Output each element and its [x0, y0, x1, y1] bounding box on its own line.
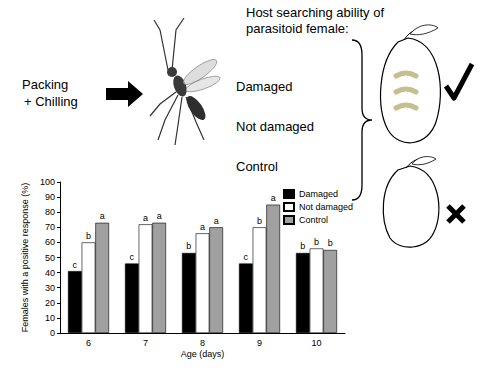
svg-text:b: b: [314, 237, 319, 247]
svg-text:parasitoid female:: parasitoid female:: [246, 21, 349, 36]
svg-text:a: a: [157, 211, 162, 221]
svg-text:c: c: [73, 260, 78, 270]
svg-text:Not damaged: Not damaged: [299, 202, 353, 212]
svg-text:0: 0: [50, 328, 55, 338]
svg-text:Host searching ability of: Host searching ability of: [246, 5, 384, 20]
svg-text:Damaged: Damaged: [299, 189, 338, 199]
svg-text:Age (days): Age (days): [181, 349, 225, 359]
svg-text:Not damaged: Not damaged: [236, 119, 314, 134]
svg-text:b: b: [257, 216, 262, 226]
svg-text:Control: Control: [236, 159, 278, 174]
svg-text:b: b: [300, 241, 305, 251]
svg-text:a: a: [100, 211, 105, 221]
svg-text:Packing: Packing: [22, 77, 68, 92]
svg-text:Control: Control: [299, 215, 328, 225]
svg-text:a: a: [271, 193, 276, 203]
svg-text:40: 40: [45, 268, 55, 278]
svg-text:70: 70: [45, 222, 55, 232]
svg-text:a: a: [143, 213, 148, 223]
svg-text:50: 50: [45, 253, 55, 263]
svg-text:60: 60: [45, 237, 55, 247]
svg-text:Damaged: Damaged: [236, 79, 292, 94]
svg-text:c: c: [244, 252, 249, 262]
svg-text:c: c: [130, 252, 135, 262]
svg-text:Females with a positive respon: Females with a positive response (%): [20, 183, 30, 333]
svg-text:a: a: [214, 216, 219, 226]
svg-text:b: b: [328, 238, 333, 248]
svg-text:10: 10: [45, 313, 55, 323]
svg-text:80: 80: [45, 207, 55, 217]
svg-text:6: 6: [86, 338, 91, 348]
svg-text:a: a: [200, 222, 205, 232]
svg-text:7: 7: [143, 338, 148, 348]
svg-text:10: 10: [311, 338, 321, 348]
svg-text:b: b: [86, 231, 91, 241]
svg-text:30: 30: [45, 283, 55, 293]
svg-text:90: 90: [45, 192, 55, 202]
svg-text:8: 8: [200, 338, 205, 348]
svg-text:20: 20: [45, 298, 55, 308]
svg-text:b: b: [186, 241, 191, 251]
svg-text:100: 100: [40, 177, 55, 187]
svg-text:9: 9: [257, 338, 262, 348]
svg-text:+ Chilling: + Chilling: [24, 94, 78, 109]
